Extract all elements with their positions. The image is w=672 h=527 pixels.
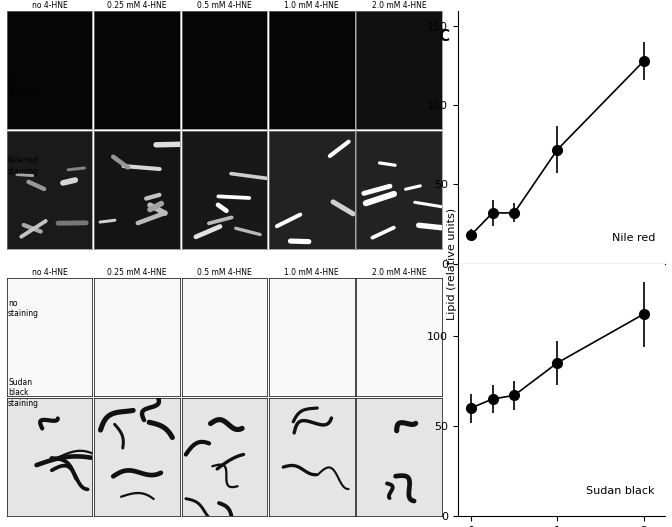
Text: B: B <box>11 280 23 295</box>
Text: no
staining: no staining <box>8 299 39 318</box>
Title: 0.25 mM 4-HNE: 0.25 mM 4-HNE <box>108 268 167 277</box>
Text: A: A <box>11 13 23 28</box>
Title: 0.25 mM 4-HNE: 0.25 mM 4-HNE <box>108 1 167 10</box>
Text: Nile red
staining: Nile red staining <box>8 157 39 175</box>
Title: 1.0 mM 4-HNE: 1.0 mM 4-HNE <box>284 1 339 10</box>
Title: 0.5 mM 4-HNE: 0.5 mM 4-HNE <box>197 268 252 277</box>
Title: no 4-HNE: no 4-HNE <box>32 1 67 10</box>
Title: 2.0 mM 4-HNE: 2.0 mM 4-HNE <box>372 268 427 277</box>
Text: Sudan black: Sudan black <box>587 486 655 496</box>
Title: 0.5 mM 4-HNE: 0.5 mM 4-HNE <box>197 1 252 10</box>
Text: Lipid (relative units): Lipid (relative units) <box>447 208 456 319</box>
Text: Nile red: Nile red <box>612 233 655 243</box>
Text: no
staining: no staining <box>8 77 39 96</box>
Title: no 4-HNE: no 4-HNE <box>32 268 67 277</box>
Text: Sudan
black
staining: Sudan black staining <box>8 378 39 407</box>
Title: 2.0 mM 4-HNE: 2.0 mM 4-HNE <box>372 1 427 10</box>
Title: 1.0 mM 4-HNE: 1.0 mM 4-HNE <box>284 268 339 277</box>
Text: C: C <box>438 29 450 44</box>
